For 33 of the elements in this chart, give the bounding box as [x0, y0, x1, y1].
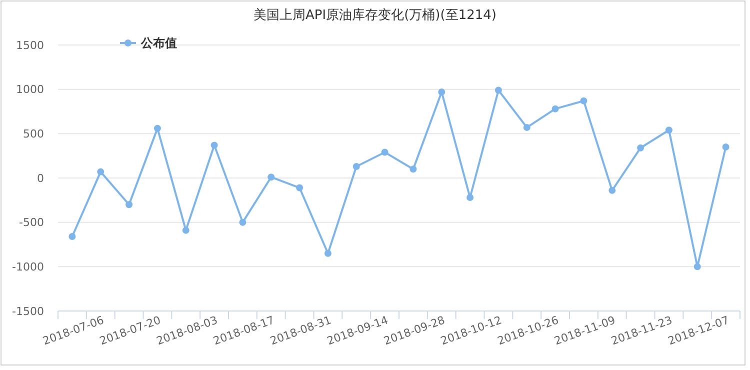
point: [97, 168, 104, 176]
point: [324, 250, 332, 257]
point: [352, 162, 360, 170]
point: [182, 226, 190, 234]
point: [580, 97, 588, 104]
point: [637, 144, 644, 152]
point: [438, 88, 446, 96]
point: [410, 166, 417, 173]
point: [210, 142, 218, 149]
point: [494, 86, 502, 94]
point: [608, 186, 616, 194]
point: [296, 184, 304, 192]
point: [694, 263, 701, 270]
point: [523, 124, 530, 131]
point: [154, 124, 161, 132]
y-tick-label: 1000: [16, 83, 44, 96]
y-tick-label: -1500: [12, 304, 44, 318]
point: [381, 148, 388, 156]
point: [722, 143, 730, 150]
point: [665, 126, 672, 134]
point: [68, 233, 76, 240]
y-tick-label: 0: [37, 172, 44, 185]
point: [126, 201, 133, 208]
chart-title: 美国上周API原油库存变化(万桶)(至1214): [254, 7, 496, 23]
point: [268, 174, 275, 181]
y-tick-label: 500: [23, 128, 44, 141]
y-tick-label: -500: [19, 216, 44, 230]
point: [239, 218, 246, 226]
y-tick-label: 1500: [16, 38, 44, 52]
point: [552, 105, 559, 112]
y-tick-label: -1000: [12, 260, 44, 274]
legend-label: 公布值: [140, 36, 177, 50]
point: [466, 194, 474, 202]
